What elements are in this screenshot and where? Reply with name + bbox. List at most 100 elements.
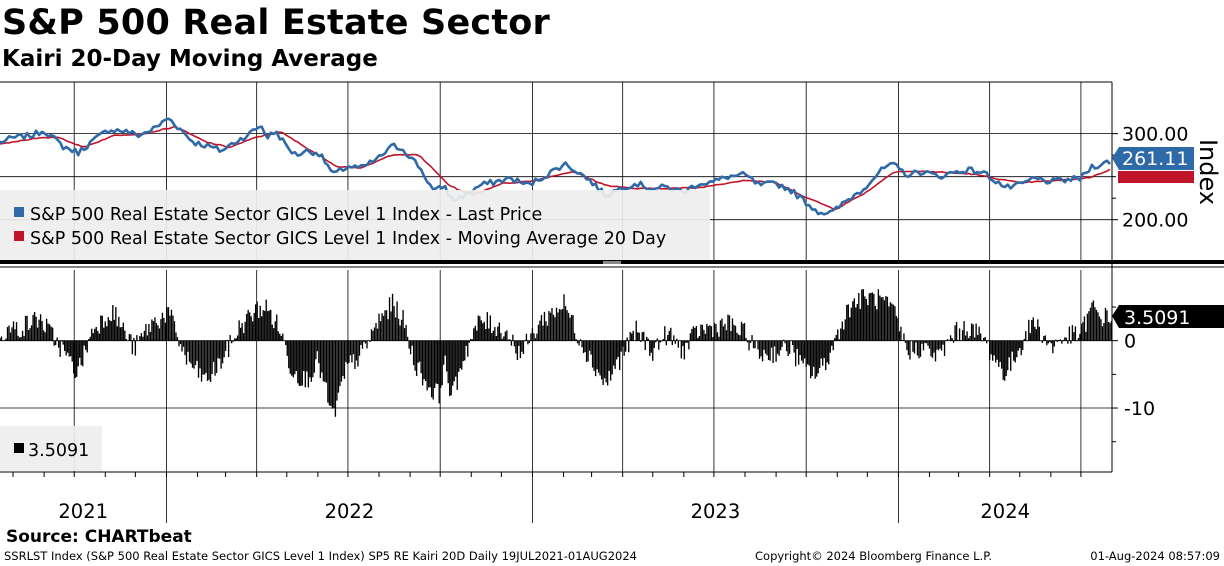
kairi-bar: [501, 338, 504, 341]
kairi-bar: [1028, 319, 1030, 341]
kairi-bar: [1080, 323, 1083, 341]
kairi-bar: [471, 339, 473, 341]
kairi-bar: [671, 340, 673, 345]
kairi-bar: [112, 305, 114, 341]
kairi-bar: [778, 340, 780, 356]
kairi-bar: [161, 312, 164, 341]
kairi-bar: [173, 321, 176, 341]
kairi-bar: [265, 299, 267, 341]
kairi-bar: [1101, 326, 1104, 341]
kairi-bar: [255, 304, 257, 341]
kairi-bar: [904, 340, 907, 343]
kairi-bar: [940, 340, 943, 351]
kairi-last-value-badge: [1112, 305, 1224, 328]
kairi-bar: [337, 340, 340, 393]
kairi-bar: [970, 323, 973, 341]
kairi-bar: [524, 340, 526, 341]
kairi-bar: [1037, 319, 1039, 341]
kairi-bar: [94, 328, 96, 341]
kairi-bar: [70, 340, 72, 357]
kairi-bar: [51, 327, 54, 341]
kairi-bar: [453, 340, 455, 382]
kairi-bar: [1047, 340, 1049, 344]
kairi-bar: [766, 340, 768, 356]
kairi-bar: [331, 340, 334, 409]
kairi-bar: [807, 340, 809, 365]
kairi-bar: [793, 340, 795, 353]
kairi-bar: [846, 304, 848, 341]
kairi-bar: [730, 330, 732, 341]
kairi-bar: [900, 326, 902, 341]
kairi-bar: [567, 312, 570, 341]
kairi-bar: [1013, 340, 1015, 361]
kairi-bar: [874, 305, 877, 341]
kairi-bar: [545, 321, 547, 341]
kairi-bar: [1001, 340, 1003, 369]
kairi-bar: [865, 298, 868, 341]
kairi-bar: [310, 340, 313, 382]
kairi-bar: [343, 340, 346, 379]
kairi-bar: [958, 328, 961, 341]
kairi-bar: [229, 335, 231, 341]
kairi-bar: [355, 340, 358, 361]
kairi-bar: [835, 334, 837, 341]
kairi-bar: [134, 340, 137, 356]
kairi-bar: [330, 340, 332, 406]
kairi-bar: [1068, 326, 1071, 341]
kairi-bar: [107, 317, 109, 341]
kairi-bar: [128, 334, 131, 341]
kairi-bar: [206, 340, 209, 381]
kairi-bar: [403, 328, 406, 341]
kairi-bar: [199, 340, 201, 369]
kairi-bar: [0, 336, 3, 341]
kairi-bar: [622, 340, 624, 347]
kairi-bar: [661, 340, 663, 342]
kairi-bar: [464, 340, 466, 361]
kairi-bar: [223, 340, 225, 358]
kairi-bar: [485, 328, 487, 341]
kairi-bar: [1008, 340, 1010, 358]
kairi-bar: [512, 334, 514, 341]
kairi-bar: [468, 340, 470, 343]
kairi-bar: [483, 321, 485, 341]
kairi-bar: [963, 321, 965, 341]
kairi-bar: [143, 330, 146, 341]
kairi-bar: [867, 305, 869, 341]
kairi-bar: [539, 320, 541, 341]
kairi-bar: [175, 332, 177, 341]
kairi-bar: [625, 340, 627, 352]
kairi-bar: [86, 340, 88, 353]
kairi-badge-text: 3.5091: [1124, 307, 1190, 329]
kairi-bar: [653, 340, 655, 348]
kairi-bar: [306, 340, 308, 372]
kairi-bar: [385, 310, 388, 341]
kairi-bar: [632, 330, 634, 341]
kairi-bar: [1082, 322, 1084, 341]
kairi-bar: [429, 340, 431, 388]
kairi-bar: [891, 303, 893, 341]
kairi-bar: [1050, 340, 1053, 344]
kairi-bar: [985, 340, 988, 344]
kairi-bar: [695, 326, 698, 341]
kairi-bar: [333, 340, 335, 409]
kairi-bar: [73, 340, 75, 374]
kairi-bar: [247, 309, 249, 341]
kairi-bar: [531, 328, 534, 341]
kairi-bar: [922, 340, 925, 351]
kairi-bar: [769, 340, 771, 361]
kairi-bar: [546, 325, 549, 341]
kairi-bar: [118, 316, 120, 341]
kairi-bar: [414, 340, 416, 371]
kairi-bar: [262, 310, 264, 341]
kairi-bar: [295, 340, 297, 371]
kairi-bar: [203, 340, 206, 375]
kairi-bar: [470, 338, 472, 341]
kairi-bar: [1100, 319, 1102, 341]
kairi-bar: [95, 326, 97, 341]
kairi-bar: [131, 340, 134, 355]
kairi-bar: [115, 307, 117, 341]
kairi-bar: [515, 340, 517, 354]
kairi-bar: [522, 340, 525, 355]
kairi-bar: [895, 316, 898, 341]
kairi-bar: [312, 340, 314, 378]
